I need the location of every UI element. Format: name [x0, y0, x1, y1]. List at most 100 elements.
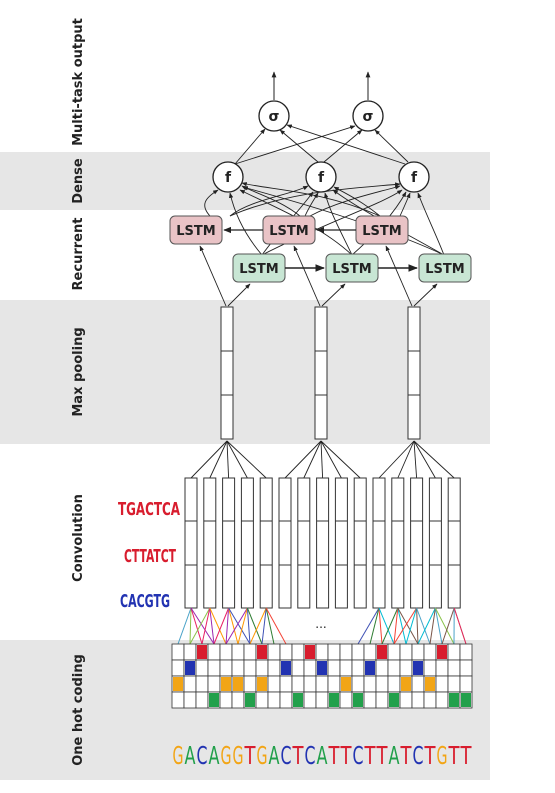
- onehot-cell: [435, 659, 449, 677]
- sequence-letter: G: [173, 741, 184, 770]
- conv-column: [447, 477, 461, 609]
- onehot-edge: [201, 607, 211, 645]
- onehot-cell: [375, 691, 389, 709]
- onehot-cell: [363, 643, 377, 661]
- onehot-active-cell: [425, 677, 435, 691]
- onehot-cell: [351, 643, 365, 661]
- onehot-active-cell: [245, 693, 255, 707]
- onehot-active-cell: [437, 645, 447, 659]
- onehot-cell: [231, 643, 245, 661]
- onehot-cell: [291, 675, 305, 693]
- onehot-active-cell: [257, 645, 267, 659]
- onehot-cell: [435, 675, 449, 693]
- onehot-cell: [387, 643, 401, 661]
- onehot-active-cell: [353, 693, 363, 707]
- onehot-edge: [225, 607, 230, 645]
- sequence-letter: A: [209, 741, 220, 770]
- fan-edge: [209, 440, 228, 479]
- onehot-cell: [411, 691, 425, 709]
- onehot-cell: [291, 659, 305, 677]
- onehot-cell: [219, 659, 233, 677]
- maxpool-columns: [220, 306, 421, 440]
- sequence-letter: C: [197, 741, 208, 770]
- onehot-cell: [327, 643, 341, 661]
- dense-label: f: [225, 170, 232, 186]
- onehot-cell: [399, 643, 413, 661]
- onehot-cell: [399, 691, 413, 709]
- onehot-cell: [315, 691, 329, 709]
- onehot-cell: [447, 643, 461, 661]
- onehot-active-cell: [233, 677, 243, 691]
- onehot-edge: [357, 607, 380, 645]
- sequence-letter: T: [376, 741, 388, 770]
- lstm-backward-cell: LSTM: [262, 215, 316, 245]
- onehot-edge: [228, 607, 251, 645]
- onehot-cell: [171, 659, 185, 677]
- motif-logo: CTTATCT: [124, 546, 176, 567]
- onehot-cell: [327, 675, 341, 693]
- onehot-cell: [243, 675, 257, 693]
- onehot-edge: [209, 607, 227, 645]
- sequence-letter: G: [257, 741, 268, 770]
- pool-to-lstm-edges: [199, 245, 438, 307]
- conv-column: [184, 477, 198, 609]
- onehot-cell: [231, 659, 245, 677]
- onehot-active-cell: [293, 693, 303, 707]
- onehot-cell: [219, 643, 233, 661]
- onehot-cell: [279, 675, 293, 693]
- sequence-letter: C: [413, 741, 424, 770]
- onehot-active-cell: [461, 693, 471, 707]
- sequence-letter: C: [353, 741, 364, 770]
- sequence-letter: T: [244, 741, 256, 770]
- onehot-cell: [303, 691, 317, 709]
- onehot-edge: [378, 607, 395, 645]
- sequence-letter: T: [460, 741, 472, 770]
- onehot-cell: [459, 659, 473, 677]
- onehot-cell: [339, 643, 353, 661]
- onehot-active-cell: [281, 661, 291, 675]
- onehot-edge: [190, 607, 203, 645]
- onehot-cell: [423, 659, 437, 677]
- onehot-cell: [303, 659, 317, 677]
- conv-column: [297, 477, 311, 609]
- onehot-cell: [291, 643, 305, 661]
- onehot-cell: [315, 643, 329, 661]
- onehot-edge: [434, 607, 455, 645]
- lstm-forward-cell: LSTM: [325, 253, 379, 283]
- lstm-label: LSTM: [176, 224, 215, 239]
- onehot-active-cell: [197, 645, 207, 659]
- sequence-letter: T: [328, 741, 340, 770]
- onehot-cell: [219, 691, 233, 709]
- lstm-label: LSTM: [425, 262, 464, 277]
- sequence-letter: T: [340, 741, 352, 770]
- onehot-edge: [213, 607, 230, 645]
- onehot-active-cell: [221, 677, 231, 691]
- fan-edge: [226, 440, 248, 479]
- onehot-cell: [411, 643, 425, 661]
- label-dense: Dense: [71, 158, 86, 204]
- onehot-cell: [279, 643, 293, 661]
- onehot-cell: [207, 675, 221, 693]
- maxpool-column: [220, 306, 234, 440]
- onehot-edge: [441, 607, 455, 645]
- lstm-label: LSTM: [239, 262, 278, 277]
- onehot-cell: [183, 691, 197, 709]
- onehot-cell: [459, 643, 473, 661]
- sigmoid-label: σ: [269, 109, 280, 125]
- onehot-edge: [434, 607, 443, 645]
- onehot-cell: [339, 691, 353, 709]
- onehot-edge: [189, 607, 211, 645]
- onehot-cell: [423, 643, 437, 661]
- output-arrows: [271, 71, 371, 100]
- onehot-edge: [265, 607, 287, 645]
- onehot-edge: [393, 607, 399, 645]
- onehot-cell: [231, 691, 245, 709]
- onehot-edge: [417, 607, 436, 645]
- onehot-active-cell: [377, 645, 387, 659]
- dense-node: f: [305, 161, 337, 193]
- onehot-cell: [447, 675, 461, 693]
- onehot-cell: [315, 675, 329, 693]
- onehot-cell: [183, 643, 197, 661]
- onehot-edge: [190, 607, 215, 645]
- onehot-active-cell: [317, 661, 327, 675]
